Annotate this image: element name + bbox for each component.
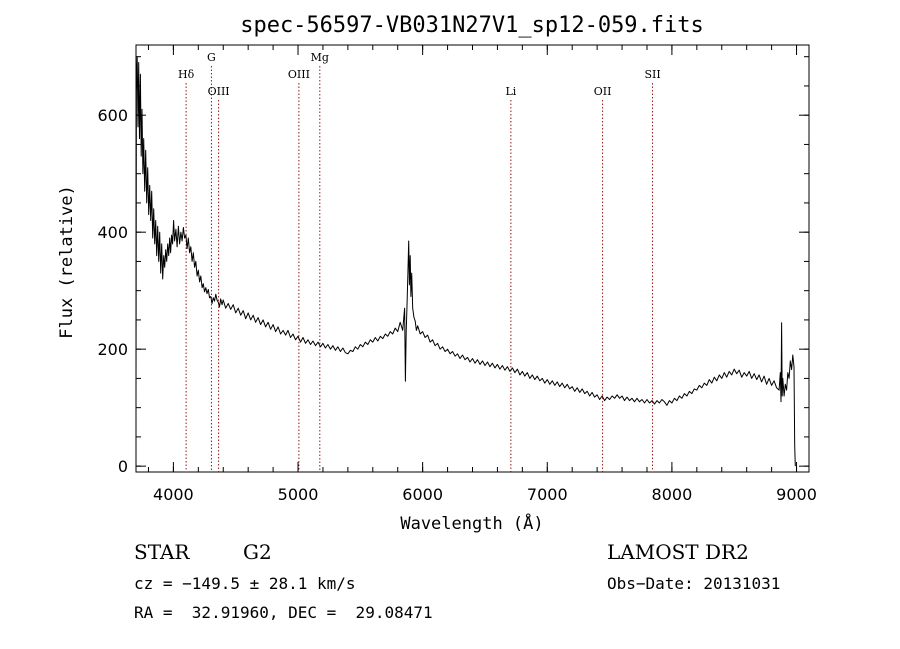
spectral-line-label: Mg <box>311 51 329 64</box>
survey-name: LAMOST DR2 <box>607 540 749 564</box>
spectral-line-label: OIII <box>208 85 230 98</box>
plot-frame <box>135 44 810 473</box>
chart-title: spec-56597-VB031N27V1_sp12-059.fits <box>240 13 704 38</box>
spectrum-series <box>135 56 796 467</box>
x-tick-label: 5000 <box>278 485 319 504</box>
y-tick-label: 200 <box>97 340 128 359</box>
x-tick-label: 7000 <box>527 485 568 504</box>
object-class: STAR <box>134 540 190 564</box>
x-tick-label: 8000 <box>652 485 693 504</box>
x-tick-label: 4000 <box>153 485 194 504</box>
sky-coordinates: RA = 32.91960, DEC = 29.08471 <box>134 603 433 622</box>
x-axis-label: Wavelength (Å) <box>400 512 543 534</box>
axis-ticks: 4000 5000 6000 7000 8000 9000 0 200 400 600 <box>97 45 817 504</box>
spectrum-line <box>135 56 796 467</box>
redshift-velocity: cz = −149.5 ± 28.1 km/s <box>134 574 356 593</box>
y-tick-label: 600 <box>97 106 128 125</box>
spectral-line-label: Hδ <box>178 68 195 81</box>
spectral-line-label: SII <box>644 68 660 81</box>
spectral-line-label: Li <box>505 85 516 98</box>
spectral-line-label: OII <box>594 85 612 98</box>
spectral-line-label: G <box>207 51 216 64</box>
object-subclass: G2 <box>243 540 272 564</box>
y-tick-label: 400 <box>97 223 128 242</box>
spectral-line-label: OIII <box>288 68 310 81</box>
y-axis-label: Flux (relative) <box>57 185 77 339</box>
observation-date: Obs−Date: 20131031 <box>607 574 781 593</box>
y-tick-label: 0 <box>118 457 128 476</box>
x-tick-label: 6000 <box>402 485 443 504</box>
x-tick-label: 9000 <box>776 485 817 504</box>
